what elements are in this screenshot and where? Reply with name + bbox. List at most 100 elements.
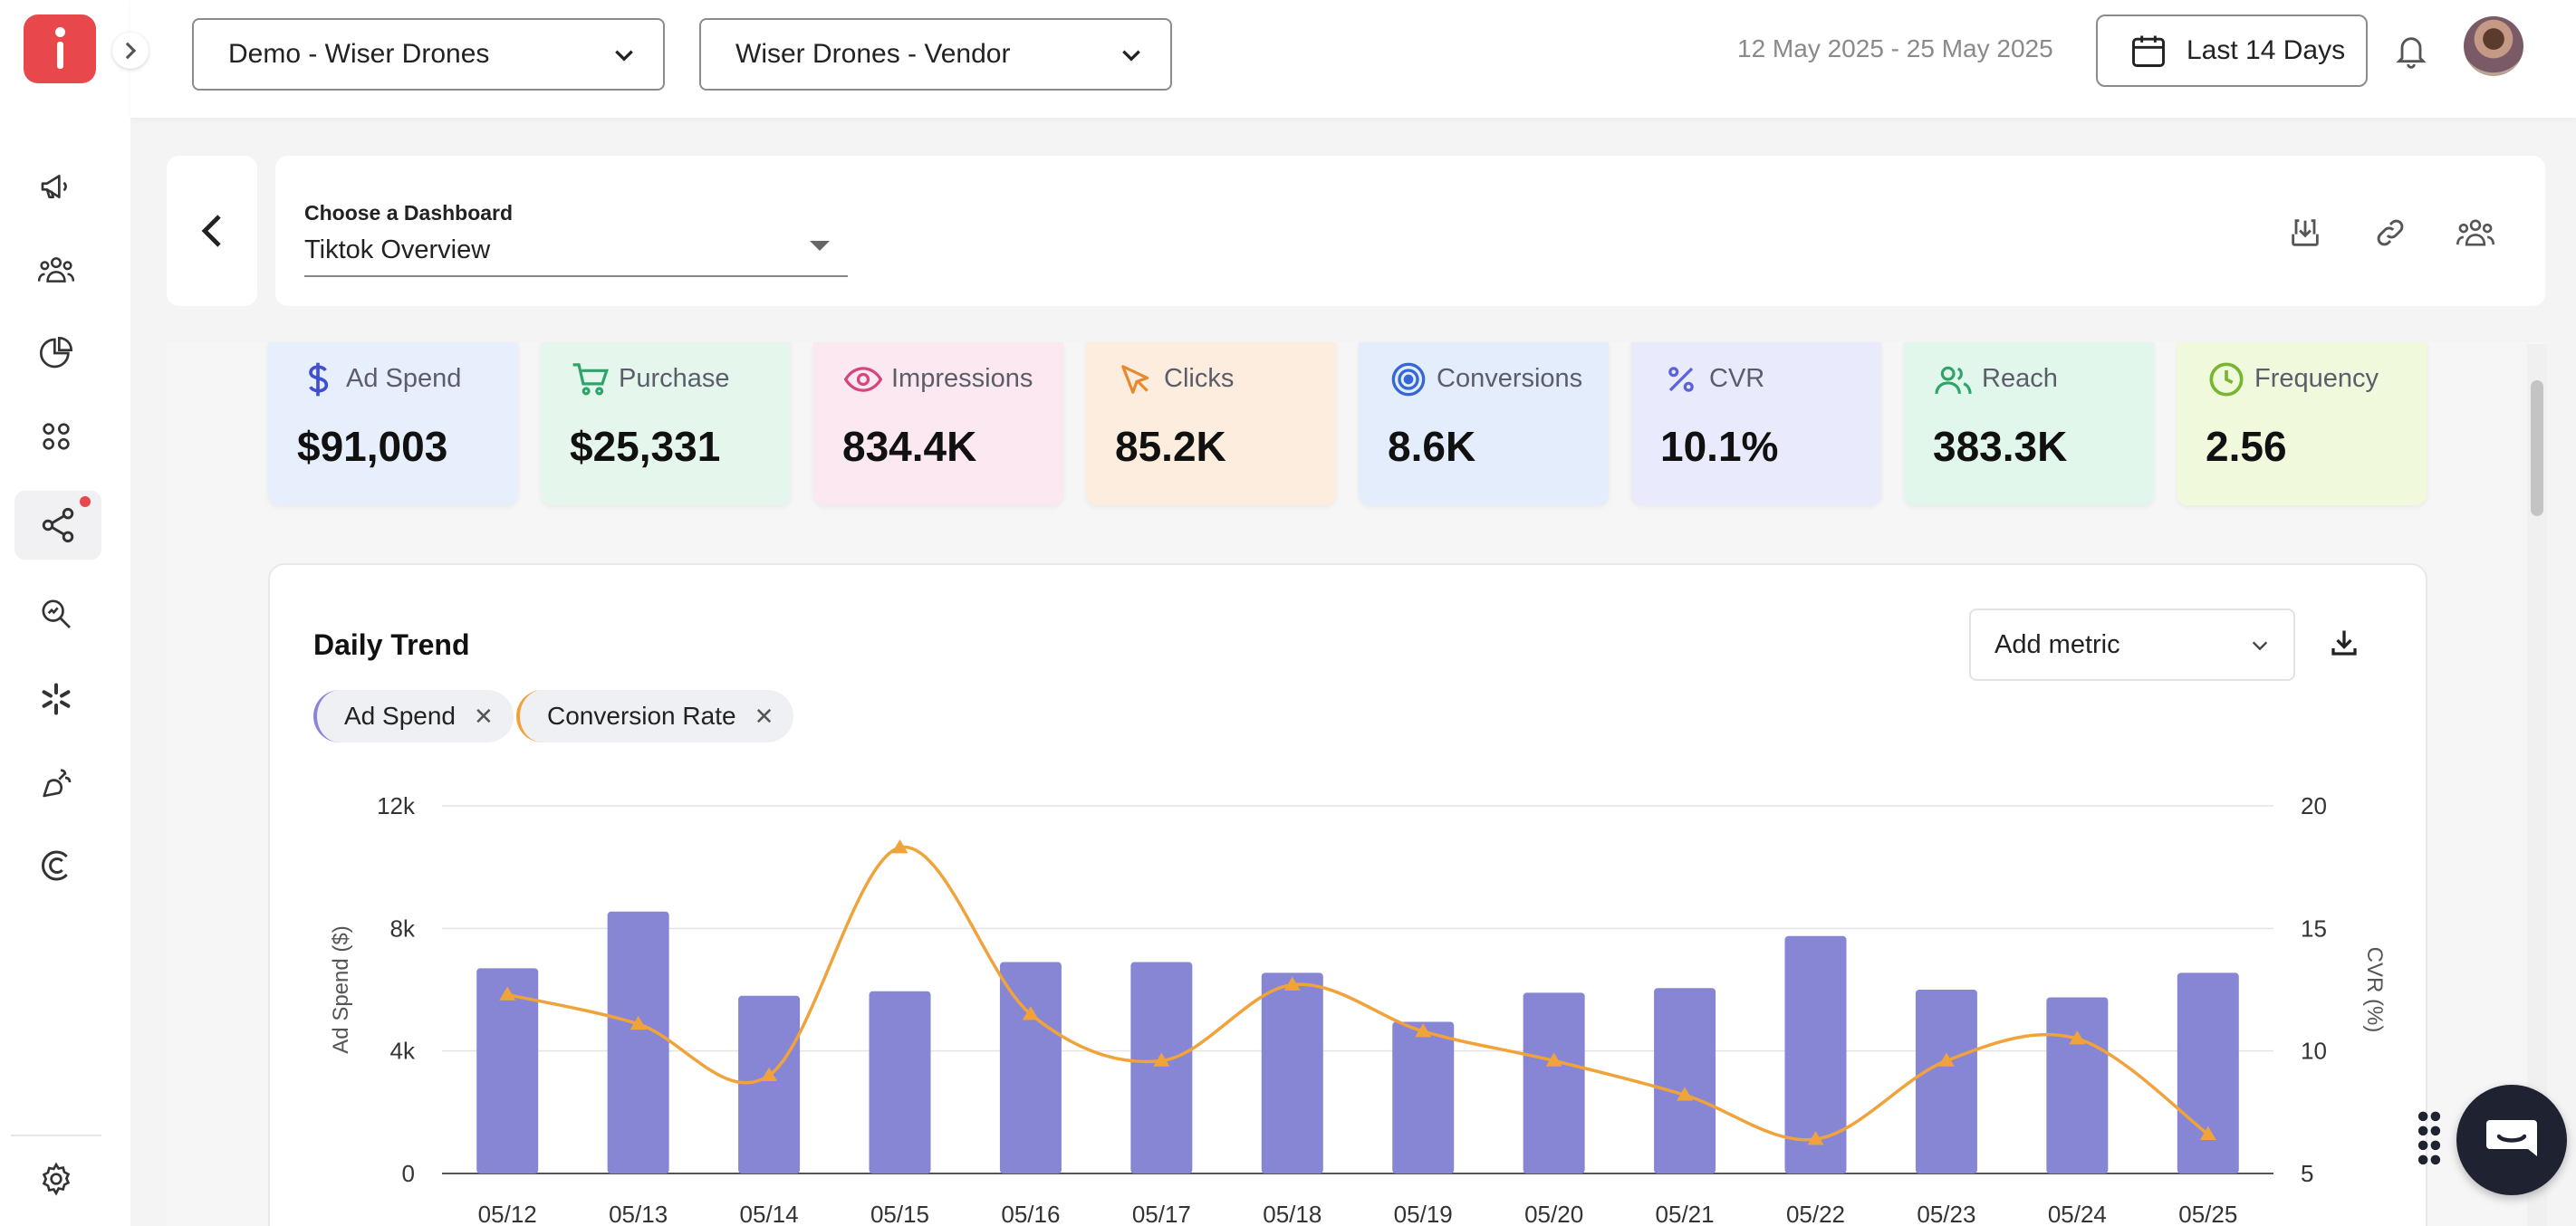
- bar-05/25: [2177, 972, 2239, 1173]
- chevron-down-icon: [2252, 641, 2268, 651]
- y-tick-left: 4k: [390, 1038, 416, 1065]
- cvr-point-05/20: [1545, 1052, 1562, 1067]
- apps-grid-icon[interactable]: [27, 407, 85, 465]
- target-icon: [1389, 360, 1427, 398]
- user-avatar[interactable]: [2464, 16, 2523, 76]
- kpi-value: 8.6K: [1388, 423, 1476, 470]
- kpi-title: CVR: [1709, 364, 1765, 393]
- bar-05/14: [738, 995, 801, 1173]
- x-tick-label: 05/16: [1001, 1201, 1060, 1226]
- vendor-select-value: Wiser Drones - Vendor: [735, 39, 1011, 69]
- bar-05/21: [1654, 988, 1716, 1173]
- x-tick-label: 05/18: [1263, 1201, 1322, 1226]
- add-metric-label: Add metric: [1994, 629, 2120, 659]
- audience-icon[interactable]: [27, 241, 85, 299]
- download-icon[interactable]: [2328, 627, 2360, 664]
- bar-05/15: [869, 991, 931, 1173]
- account-select-value: Demo - Wiser Drones: [228, 39, 490, 69]
- kpi-value: 383.3K: [1933, 423, 2068, 470]
- kpi-card-conversions[interactable]: Conversions 8.6K: [1359, 342, 1609, 505]
- y-tick-right: 5: [2301, 1160, 2313, 1187]
- carrot-icon[interactable]: [27, 753, 85, 811]
- bar-05/20: [1523, 992, 1585, 1173]
- bar-05/23: [1915, 990, 1977, 1173]
- megaphone-icon[interactable]: [27, 158, 85, 216]
- chat-launcher-button[interactable]: [2456, 1085, 2567, 1195]
- back-button[interactable]: [167, 156, 257, 306]
- kpi-card-clicks[interactable]: Clicks 85.2K: [1086, 342, 1336, 505]
- search-analytics-icon[interactable]: [27, 585, 85, 643]
- y-tick-left: 8k: [390, 915, 416, 942]
- sidebar-expand-button[interactable]: [112, 33, 149, 69]
- x-tick-label: 05/15: [870, 1201, 929, 1226]
- cvr-point-05/13: [630, 1015, 647, 1030]
- scrollbar-thumb[interactable]: [2531, 380, 2543, 516]
- close-icon[interactable]: ✕: [474, 702, 494, 730]
- y-tick-right: 20: [2301, 792, 2327, 819]
- y-tick-left: 12k: [377, 792, 416, 819]
- dashboard-select-underline: [304, 275, 848, 277]
- kpi-card-cvr[interactable]: CVR 10.1%: [1631, 342, 1881, 505]
- users-icon: [1935, 360, 1973, 398]
- x-tick-label: 05/23: [1917, 1201, 1975, 1226]
- x-tick-label: 05/21: [1656, 1201, 1715, 1226]
- x-tick-label: 05/13: [609, 1201, 668, 1226]
- kpi-card-reach[interactable]: Reach 383.3K: [1904, 342, 2154, 505]
- kpi-title: Purchase: [619, 364, 730, 393]
- drag-handle-icon[interactable]: [2417, 1110, 2442, 1173]
- settings-gear-icon[interactable]: [27, 1150, 85, 1208]
- bar-05/18: [1261, 972, 1323, 1173]
- x-tick-label: 05/20: [1524, 1201, 1583, 1226]
- kpi-title: Impressions: [891, 364, 1033, 393]
- date-range-label: Last 14 Days: [2187, 35, 2346, 65]
- cvr-point-05/24: [2069, 1030, 2086, 1045]
- bell-icon[interactable]: [2393, 31, 2429, 75]
- metric-chip-ad-spend[interactable]: Ad Spend ✕: [313, 690, 514, 742]
- link-icon[interactable]: [2368, 210, 2413, 255]
- cvr-point-05/21: [1677, 1087, 1694, 1101]
- bar-05/22: [1784, 935, 1847, 1173]
- x-tick-label: 05/19: [1394, 1201, 1453, 1226]
- date-range-text: 12 May 2025 - 25 May 2025: [1737, 34, 2053, 62]
- vendor-select[interactable]: Wiser Drones - Vendor: [699, 18, 1172, 91]
- kpi-card-frequency[interactable]: Frequency 2.56: [2177, 342, 2427, 505]
- download-tray-icon[interactable]: [2283, 210, 2328, 255]
- walmart-spark-icon[interactable]: [27, 670, 85, 728]
- kpi-card-impressions[interactable]: Impressions 834.4K: [813, 342, 1063, 505]
- chart-title: Daily Trend: [313, 628, 470, 661]
- dashboard-select[interactable]: Tiktok Overview: [304, 235, 491, 264]
- x-tick-label: 05/12: [478, 1201, 537, 1226]
- date-range-button[interactable]: Last 14 Days: [2096, 14, 2368, 87]
- x-tick-label: 05/14: [740, 1201, 799, 1226]
- kpi-title: Ad Spend: [346, 364, 462, 393]
- cvr-point-05/16: [1022, 1006, 1039, 1020]
- scrollbar-track[interactable]: [2527, 344, 2547, 1226]
- add-metric-select[interactable]: Add metric: [1969, 608, 2295, 681]
- y-tick-right: 10: [2301, 1038, 2327, 1065]
- kpi-card-ad-spend[interactable]: Ad Spend $91,003: [268, 342, 518, 505]
- pie-chart-icon[interactable]: [27, 324, 85, 382]
- share-users-icon[interactable]: [2453, 210, 2498, 255]
- cvr-point-05/12: [499, 986, 516, 1001]
- chat-bubble-icon: [2486, 1120, 2537, 1156]
- app-logo[interactable]: [24, 14, 96, 83]
- close-icon[interactable]: ✕: [754, 702, 774, 730]
- x-tick-label: 05/25: [2178, 1201, 2237, 1226]
- kpi-title: Frequency: [2254, 364, 2379, 393]
- kpi-title: Clicks: [1164, 364, 1235, 393]
- chip-label: Conversion Rate: [547, 702, 736, 730]
- criteo-logo-icon[interactable]: [27, 837, 85, 895]
- cvr-point-05/19: [1415, 1023, 1432, 1038]
- chevron-left-icon: [201, 215, 221, 247]
- kpi-value: 85.2K: [1115, 423, 1226, 470]
- calendar-icon: [2132, 35, 2165, 67]
- cart-icon: [572, 360, 610, 398]
- eye-icon: [844, 360, 882, 398]
- kpi-title: Conversions: [1437, 364, 1583, 393]
- clock-icon: [2207, 360, 2245, 398]
- kpi-card-purchase[interactable]: Purchase $25,331: [541, 342, 791, 505]
- dashboard-header: Choose a Dashboard Tiktok Overview: [275, 156, 2545, 306]
- account-select[interactable]: Demo - Wiser Drones: [192, 18, 665, 91]
- caret-down-icon[interactable]: [810, 241, 830, 251]
- metric-chip-conversion-rate[interactable]: Conversion Rate ✕: [516, 690, 794, 742]
